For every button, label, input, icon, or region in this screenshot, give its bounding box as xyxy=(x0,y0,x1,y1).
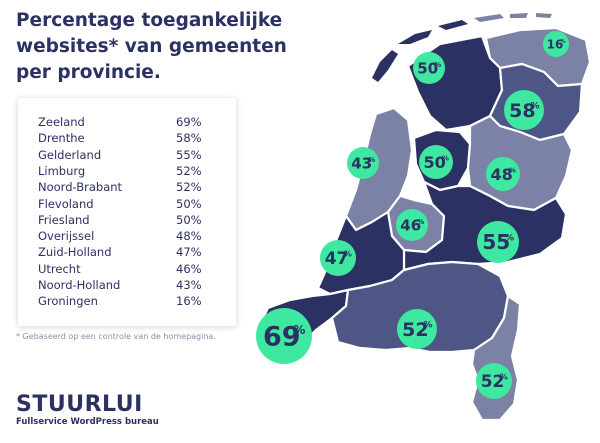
badge-value-flevoland: 50 xyxy=(424,153,446,172)
province-name: Gelderland xyxy=(38,147,102,162)
badge-percent-symbol: % xyxy=(417,218,424,226)
province-percentage: 52% xyxy=(176,180,202,195)
badge-value-groningen: 16 xyxy=(547,37,564,51)
badge-percent-symbol: % xyxy=(530,101,539,111)
badge-circle-utrecht xyxy=(396,209,428,241)
table-row: Friesland 50% xyxy=(38,212,218,229)
badge-value-zuid-holland: 47 xyxy=(325,249,349,269)
badge-percent-symbol: % xyxy=(423,320,432,330)
province-percentage: 58% xyxy=(176,131,202,146)
table-row: Flevoland 50% xyxy=(38,196,218,213)
table-row: Utrecht 46% xyxy=(38,261,218,278)
badge-percent-symbol: % xyxy=(509,167,516,175)
table-row: Zeeland 69% xyxy=(38,114,218,131)
badge-circle-groningen xyxy=(543,31,569,57)
badge-circle-zeeland xyxy=(256,308,312,364)
province-percentage: 52% xyxy=(176,163,202,178)
province-name: Limburg xyxy=(38,163,86,178)
badge-value-friesland: 50 xyxy=(417,59,438,77)
province-name: Friesland xyxy=(38,212,90,227)
badge-value-noord-holland: 43 xyxy=(351,154,372,172)
badge-circle-gelderland xyxy=(477,221,519,263)
table-row: Zuid-Holland 47% xyxy=(38,244,218,261)
badge-percent-symbol: % xyxy=(434,61,441,69)
badge-value-drenthe: 58 xyxy=(509,100,535,122)
table-row: Groningen 16% xyxy=(38,293,218,310)
province-percentage: 69% xyxy=(176,115,202,129)
badge-percent-symbol: % xyxy=(293,323,305,337)
province-percentage: 55% xyxy=(176,147,202,162)
province-name: Noord-Holland xyxy=(38,278,121,292)
badge-percent-symbol: % xyxy=(500,373,508,382)
badge-circle-friesland xyxy=(413,52,445,84)
percentage-table: Zeeland 69% Drenthe 58% Gelderland 55% Limburg… xyxy=(18,98,236,326)
badge-circle-noord-brabant xyxy=(397,309,437,349)
table-row: Gelderland 55% xyxy=(38,147,218,164)
badge-percent-symbol: % xyxy=(505,233,514,243)
page-title: Percentage toegankelijke websites* van g… xyxy=(16,10,287,83)
table-row: Drenthe 58% xyxy=(38,130,218,147)
badge-value-limburg: 52 xyxy=(481,372,505,392)
wadden-island xyxy=(438,20,468,30)
province-name: Groningen xyxy=(38,294,98,309)
badge-value-gelderland: 55 xyxy=(482,230,510,254)
badge-circle-zuid-holland xyxy=(320,240,356,276)
province-percentage: 48% xyxy=(176,229,202,244)
province-percentage: 46% xyxy=(176,261,202,276)
wadden-island xyxy=(474,14,504,22)
badge-percent-symbol: % xyxy=(442,155,449,163)
footnote: * Gebaseerd op een controle van de homep… xyxy=(16,332,216,341)
province-name: Noord-Brabant xyxy=(38,180,123,195)
table-row: Noord-Holland 43% xyxy=(38,277,218,294)
province-name: Overijssel xyxy=(38,229,95,244)
badge-value-utrecht: 46 xyxy=(400,216,421,234)
stuurlui-logo: STUURLUI xyxy=(16,392,143,417)
table-row: Limburg 52% xyxy=(38,163,218,180)
badge-percent-symbol: % xyxy=(344,250,352,259)
badge-value-noord-brabant: 52 xyxy=(402,319,428,341)
table-row: Overijssel 48% xyxy=(38,228,218,245)
badge-circle-drenthe xyxy=(504,90,544,130)
badge-circle-overijssel xyxy=(486,157,520,191)
wadden-island xyxy=(536,13,552,18)
wadden-island xyxy=(510,13,528,18)
badge-value-zeeland: 69 xyxy=(263,322,301,353)
province-percentage: 50% xyxy=(176,196,202,211)
badge-circle-flevoland xyxy=(419,145,453,179)
badge-percent-symbol: % xyxy=(368,156,375,164)
badge-circle-limburg xyxy=(476,363,512,399)
province-percentage: 16% xyxy=(176,294,202,309)
province-name: Zuid-Holland xyxy=(38,245,112,260)
wadden-island xyxy=(398,30,432,44)
badge-percent-symbol: % xyxy=(561,39,566,45)
province-name: Zeeland xyxy=(38,115,85,129)
province-name: Utrecht xyxy=(38,261,81,276)
province-percentage: 50% xyxy=(176,212,202,227)
badge-circle-noord-holland xyxy=(347,147,379,179)
province-percentage: 43% xyxy=(176,278,202,292)
province-name: Drenthe xyxy=(38,131,85,146)
badge-value-overijssel: 48 xyxy=(491,165,513,184)
logo-subtitle: Fullservice WordPress bureau xyxy=(16,417,159,427)
province-name: Flevoland xyxy=(38,196,94,211)
province-percentage: 47% xyxy=(176,245,202,260)
wadden-island xyxy=(372,50,398,82)
table-row: Noord-Brabant 52% xyxy=(38,179,218,196)
